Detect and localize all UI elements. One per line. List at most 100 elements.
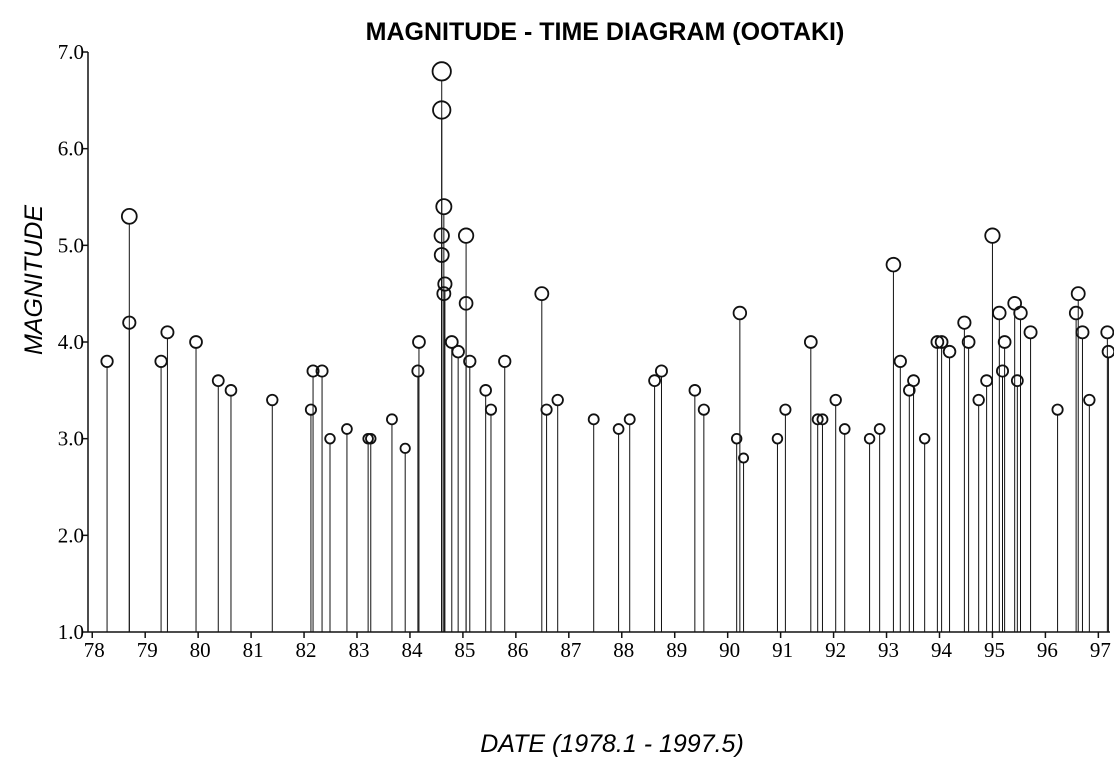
event-marker [1075, 325, 1090, 340]
event-marker [980, 374, 994, 388]
event-marker [433, 247, 450, 263]
event-marker [306, 364, 320, 378]
x-tick-label: 78 [84, 638, 105, 662]
event-marker [463, 354, 477, 368]
event-marker [1068, 305, 1084, 321]
event-marker [1051, 403, 1064, 416]
event-marker [324, 432, 336, 445]
event-marker [893, 354, 907, 368]
event-marker [816, 413, 829, 426]
x-axis-label: DATE (1978.1 - 1997.5) [480, 730, 744, 758]
x-tick-label: 87 [560, 638, 581, 662]
event-marker [315, 364, 329, 378]
x-tick-label: 97 [1090, 638, 1111, 662]
event-marker [341, 423, 353, 435]
event-marker [1100, 325, 1114, 340]
event-marker [961, 335, 976, 349]
event-marker [120, 207, 138, 225]
event-marker [997, 335, 1012, 349]
event-marker [957, 315, 972, 330]
x-tick-label: 84 [401, 638, 423, 662]
event-marker [838, 423, 851, 435]
event-marker [942, 344, 957, 359]
event-marker [688, 384, 702, 397]
x-tick-label: 90 [719, 638, 740, 662]
event-marker [934, 335, 949, 349]
x-tick-label: 81 [243, 638, 264, 662]
x-tick-label: 93 [878, 638, 899, 662]
event-marker [771, 432, 784, 445]
event-marker [648, 374, 661, 388]
event-marker [738, 452, 750, 464]
event-marker [412, 335, 426, 349]
x-tick-label: 85 [454, 638, 475, 662]
event-marker [1010, 374, 1024, 388]
event-marker [365, 432, 377, 445]
event-marker [995, 364, 1010, 378]
x-tick-label: 96 [1037, 638, 1058, 662]
y-tick-label: 7.0 [58, 40, 84, 64]
chart-title: MAGNITUDE - TIME DIAGRAM (OOTAKI) [366, 18, 845, 46]
event-marker [697, 403, 710, 416]
event-marker [811, 413, 824, 426]
event-marker [534, 286, 550, 302]
x-tick-label: 88 [613, 638, 634, 662]
event-marker [1070, 286, 1086, 302]
event-marker [436, 286, 452, 302]
y-tick-label: 3.0 [58, 427, 84, 451]
x-tick-label: 79 [137, 638, 158, 662]
event-marker [122, 315, 137, 330]
event-marker [266, 393, 279, 407]
event-marker [803, 335, 818, 349]
y-tick-label: 2.0 [58, 523, 84, 547]
event-marker [873, 423, 886, 435]
y-tick-label: 1.0 [58, 620, 84, 644]
event-marker [484, 403, 498, 416]
event-marker [437, 276, 453, 292]
event-marker [100, 354, 114, 368]
y-tick-label: 4.0 [58, 330, 84, 354]
event-marker [992, 305, 1007, 321]
event-marker [907, 374, 920, 388]
event-marker [930, 335, 945, 349]
event-marker [551, 393, 564, 407]
x-tick-label: 89 [666, 638, 687, 662]
event-marker [304, 403, 317, 416]
y-tick-label: 5.0 [58, 233, 84, 257]
event-marker [211, 374, 225, 388]
y-tick-label: 6.0 [58, 137, 84, 161]
event-marker [885, 256, 902, 273]
event-marker [224, 384, 238, 397]
x-tick-label: 86 [507, 638, 528, 662]
event-marker [479, 384, 492, 397]
event-marker [730, 432, 743, 445]
x-tick-label: 83 [349, 638, 370, 662]
x-tick-label: 91 [772, 638, 793, 662]
event-marker [411, 364, 425, 378]
event-marker [918, 432, 931, 445]
event-marker [732, 305, 748, 321]
x-tick-label: 82 [296, 638, 317, 662]
event-marker [984, 227, 1001, 244]
x-tick-label: 92 [825, 638, 846, 662]
event-marker [432, 100, 452, 120]
event-marker [972, 393, 985, 407]
x-tick-label: 95 [984, 638, 1005, 662]
event-marker [1013, 305, 1028, 321]
event-marker [1083, 393, 1096, 407]
event-marker [154, 354, 168, 368]
event-marker [399, 442, 411, 454]
event-marker [587, 413, 600, 426]
event-marker [1023, 325, 1038, 340]
event-marker [444, 335, 459, 349]
event-marker [160, 325, 175, 340]
event-marker [612, 423, 625, 435]
event-marker [386, 413, 398, 426]
event-marker [1101, 344, 1114, 359]
event-marker [863, 432, 876, 445]
event-marker [498, 354, 512, 368]
event-marker [779, 403, 792, 416]
event-marker [433, 227, 450, 244]
event-marker [435, 198, 453, 216]
